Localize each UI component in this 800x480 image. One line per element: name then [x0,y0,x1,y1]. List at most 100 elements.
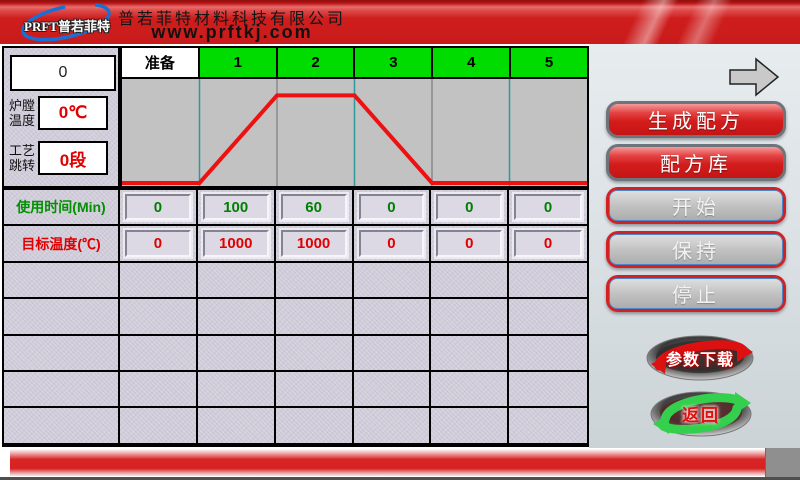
empty-cell [275,262,354,300]
empty-cell [275,299,354,336]
status-panel: 0 炉膛温度 0℃ 工艺跳转 0段 [2,46,120,188]
empty-cell [509,372,587,409]
sidebar: 生成配方 配方库 开始 保持 停止 [589,44,800,448]
temp-cell: 1000 [197,226,276,263]
empty-cell [197,371,276,409]
time-cell: 0 [120,190,198,227]
empty-cell [509,299,587,336]
empty-cell [120,335,198,372]
return-label: 返回 [682,405,720,425]
temp-cell: 0 [431,226,510,263]
empty-cell [120,262,198,300]
temp-value-field[interactable]: 0 [436,230,503,257]
download-params-button[interactable]: 参数下载 [645,334,755,382]
download-params-label: 参数下载 [665,352,734,369]
temp-value-field[interactable]: 1000 [202,230,269,257]
temp-cell: 0 [120,226,198,263]
empty-cell [509,263,587,300]
furnace-temp-value: 0℃ [38,96,108,130]
temp-value-field[interactable]: 0 [358,230,425,257]
stop-label: 停止 [609,278,783,309]
empty-row-label-cell [4,262,120,300]
segment-col-ready: 准备 [122,48,200,77]
time-cell: 60 [275,190,354,227]
empty-cell [353,335,432,372]
empty-cell [197,299,276,336]
empty-cell [431,371,510,409]
company-name: 普若菲特材料科技有限公司 [117,11,346,28]
hold-label: 保持 [609,234,783,265]
segment-block: 准备 1 2 3 4 5 [120,46,589,188]
logo-orbit-icon [21,2,111,42]
empty-row-label-cell [4,299,120,336]
empty-cell [120,371,198,409]
segment-col-4: 4 [433,48,512,77]
empty-cell [197,408,276,445]
start-button[interactable]: 开始 [606,187,786,224]
empty-cell [431,299,510,336]
empty-cell [353,262,432,300]
temp-cell: 1000 [275,226,354,263]
empty-cell [275,335,354,372]
segment-header-row: 准备 1 2 3 4 5 [122,48,587,79]
stop-button[interactable]: 停止 [606,275,786,312]
program-number-field[interactable]: 0 [10,55,116,91]
empty-cell [353,408,432,445]
generate-recipe-button[interactable]: 生成配方 [606,101,786,138]
recipe-library-button[interactable]: 配方库 [606,144,786,181]
temp-value-field[interactable]: 0 [514,230,582,257]
return-button[interactable]: 返回 [649,386,753,440]
empty-cell [431,408,510,445]
next-page-arrow-icon[interactable] [728,57,780,97]
empty-cell [431,262,510,300]
time-value-field[interactable]: 0 [436,194,503,221]
footer-corner-block [765,448,800,477]
return-swirl-icon [650,391,752,437]
time-value-field[interactable]: 0 [514,194,582,221]
empty-cell [353,371,432,409]
time-value-field[interactable]: 0 [358,194,425,221]
row-label-time: 使用时间(Min) [4,190,120,227]
empty-cell [120,408,198,445]
segment-data-grid: 使用时间(Min) 0 100 60 0 0 0 目标温度(℃) 0 1000 … [2,188,589,447]
website-url: www.prftkj.com [151,22,313,42]
temp-value-field[interactable]: 0 [125,230,191,257]
furnace-temp-label: 炉膛温度 [8,98,35,128]
time-cell: 100 [197,190,276,227]
download-swirl-icon [646,335,754,381]
profile-line [122,93,587,185]
header-banner: PRFT普若菲特 普若菲特材料科技有限公司 www.prftkj.com [0,0,800,44]
time-value-field[interactable]: 60 [280,194,347,221]
empty-cell [353,299,432,336]
time-cell: 0 [509,190,587,227]
empty-row-label-cell [4,408,120,445]
company-logo: PRFT普若菲特 [10,1,118,44]
empty-cell [275,371,354,409]
empty-cell [431,335,510,372]
profile-chart-svg [122,79,587,186]
time-value-field[interactable]: 100 [202,194,269,221]
empty-row-label-cell [4,371,120,409]
temp-value-field[interactable]: 1000 [280,230,347,257]
process-jump-label: 工艺跳转 [8,143,35,173]
temp-cell: 0 [509,226,587,263]
segment-col-2: 2 [277,48,356,77]
empty-cell [197,262,276,300]
segment-col-3: 3 [355,48,434,77]
time-value-field[interactable]: 0 [125,194,191,221]
empty-cell [275,408,354,445]
footer [0,448,800,480]
empty-cell [509,408,587,445]
segment-col-1: 1 [199,48,278,77]
temperature-profile-chart [122,79,587,186]
empty-cell [197,335,276,372]
header-gloss-streak [585,0,745,44]
start-label: 开始 [609,190,783,221]
empty-cell [120,299,198,336]
hold-button[interactable]: 保持 [606,231,786,268]
empty-row-label-cell [4,335,120,372]
segment-col-5: 5 [511,48,587,77]
empty-cell [509,336,587,372]
process-jump-value[interactable]: 0段 [38,141,108,175]
